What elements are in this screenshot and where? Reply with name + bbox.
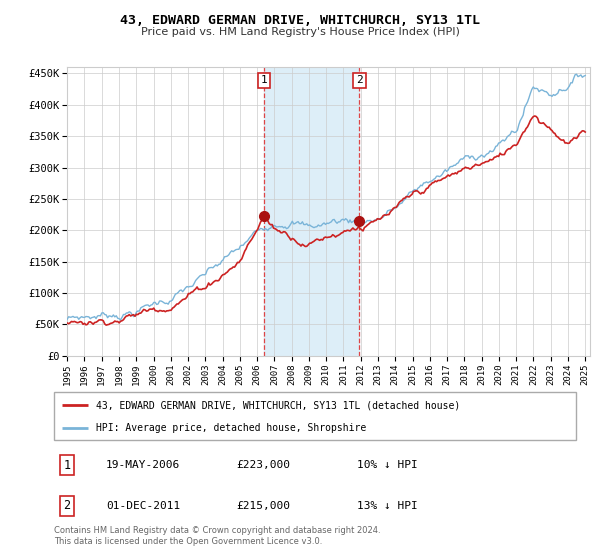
Text: 19-MAY-2006: 19-MAY-2006 xyxy=(106,460,181,470)
Text: 1: 1 xyxy=(260,76,267,85)
Text: 2: 2 xyxy=(356,76,363,85)
Text: 1: 1 xyxy=(64,459,71,472)
Text: 2: 2 xyxy=(64,499,71,512)
Text: £223,000: £223,000 xyxy=(236,460,290,470)
Text: 01-DEC-2011: 01-DEC-2011 xyxy=(106,501,181,511)
FancyBboxPatch shape xyxy=(54,392,576,440)
Text: 43, EDWARD GERMAN DRIVE, WHITCHURCH, SY13 1TL: 43, EDWARD GERMAN DRIVE, WHITCHURCH, SY1… xyxy=(120,14,480,27)
Text: £215,000: £215,000 xyxy=(236,501,290,511)
Text: Contains HM Land Registry data © Crown copyright and database right 2024.
This d: Contains HM Land Registry data © Crown c… xyxy=(54,526,380,546)
Text: 43, EDWARD GERMAN DRIVE, WHITCHURCH, SY13 1TL (detached house): 43, EDWARD GERMAN DRIVE, WHITCHURCH, SY1… xyxy=(96,400,460,410)
Text: HPI: Average price, detached house, Shropshire: HPI: Average price, detached house, Shro… xyxy=(96,423,366,433)
Text: 13% ↓ HPI: 13% ↓ HPI xyxy=(357,501,418,511)
Bar xyxy=(264,67,359,356)
Text: 10% ↓ HPI: 10% ↓ HPI xyxy=(357,460,418,470)
Text: Price paid vs. HM Land Registry's House Price Index (HPI): Price paid vs. HM Land Registry's House … xyxy=(140,27,460,37)
